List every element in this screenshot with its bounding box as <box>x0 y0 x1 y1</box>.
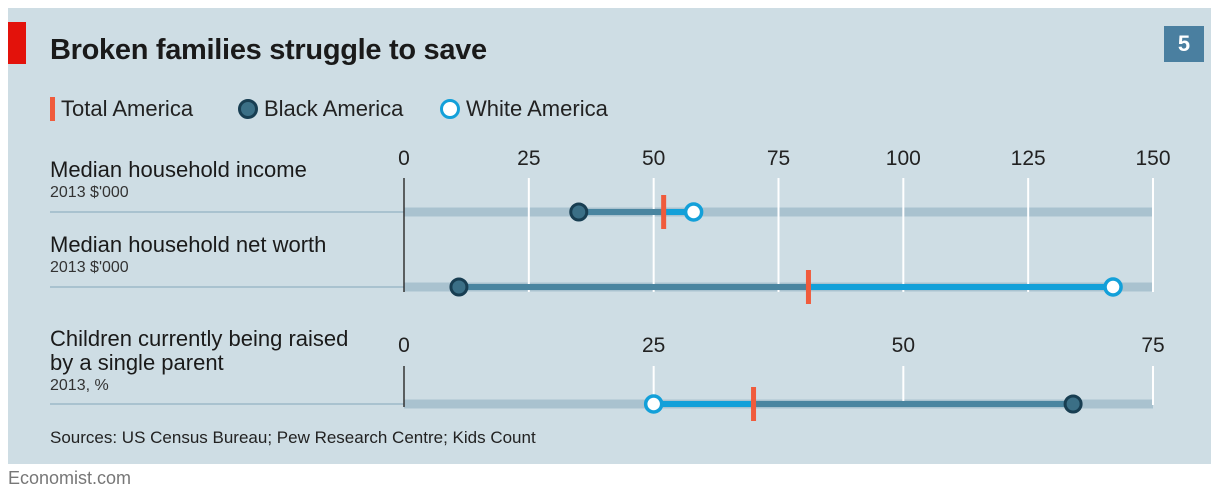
row-title-networth: Median household net worth <box>50 232 327 257</box>
row-title-single-parent: Children currently being raised by a sin… <box>50 326 349 375</box>
row-unit-income: 2013 $'000 <box>50 184 129 201</box>
tick-label-1-3: 75 <box>1141 334 1164 357</box>
row-title-income: Median household income <box>50 157 307 182</box>
tick-label-1-1: 25 <box>642 334 665 357</box>
tick-label-0-3: 75 <box>767 147 790 170</box>
sources-note: Sources: US Census Bureau; Pew Research … <box>50 428 536 447</box>
legend-label-white: White America <box>466 96 608 121</box>
brand-red-flag <box>8 22 26 64</box>
row-unit-single-parent: 2013, % <box>50 377 109 394</box>
chart-panel <box>8 8 1211 464</box>
dot-black-1-0 <box>1063 394 1083 414</box>
marker-total-1-0 <box>751 387 757 421</box>
legend-label-total: Total America <box>61 96 194 121</box>
marker-total-0-0 <box>661 195 667 229</box>
dot-black-0-1 <box>449 277 469 297</box>
legend-swatch-black <box>238 99 258 119</box>
legend-item-white: White America <box>440 96 608 122</box>
tick-label-1-0: 0 <box>398 334 410 357</box>
dot-white-0-1 <box>1103 277 1123 297</box>
tick-label-0-6: 150 <box>1135 147 1170 170</box>
tick-label-0-2: 50 <box>642 147 665 170</box>
legend-swatch-white <box>440 99 460 119</box>
row-label-income: Median household income 2013 $'000 <box>50 158 307 202</box>
chart-title: Broken families struggle to save <box>50 34 487 66</box>
tick-label-0-0: 0 <box>398 147 410 170</box>
row-label-networth: Median household net worth 2013 $'000 <box>50 233 326 277</box>
tick-label-0-5: 125 <box>1011 147 1046 170</box>
legend-item-total: Total America <box>50 96 193 122</box>
page-number-badge: 5 <box>1164 26 1204 62</box>
row-label-single-parent: Children currently being raised by a sin… <box>50 327 348 395</box>
dot-white-0-0 <box>683 202 704 222</box>
dot-white-1-0 <box>643 394 664 414</box>
legend-label-black: Black America <box>264 96 404 121</box>
tick-label-0-4: 100 <box>886 147 921 170</box>
legend-item-black: Black America <box>238 96 403 122</box>
legend-swatch-total <box>50 97 55 121</box>
tick-label-1-2: 50 <box>892 334 915 357</box>
marker-total-0-1 <box>805 270 811 304</box>
row-unit-networth: 2013 $'000 <box>50 259 129 276</box>
dot-black-0-0 <box>569 202 589 222</box>
tick-label-0-1: 25 <box>517 147 540 170</box>
brand-credit: Economist.com <box>8 468 132 488</box>
